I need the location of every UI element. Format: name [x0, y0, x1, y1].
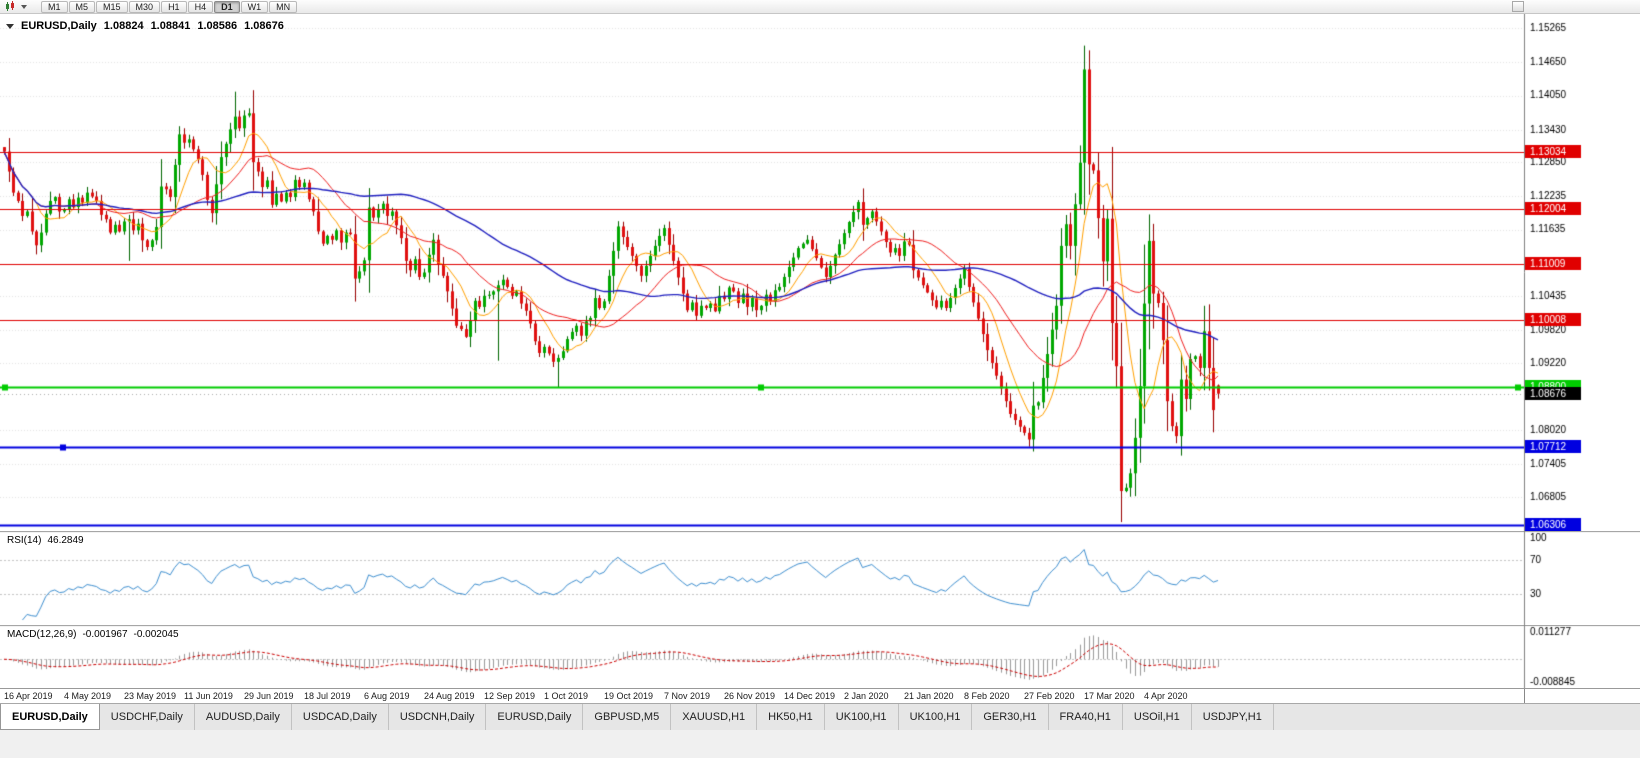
date-label: 7 Nov 2019 — [664, 691, 711, 701]
date-label: 27 Feb 2020 — [1024, 691, 1075, 701]
chart-title: EURUSD,Daily 1.08824 1.08841 1.08586 1.0… — [6, 20, 284, 32]
chart-tab-eurusd-daily[interactable]: EURUSD,Daily — [0, 704, 100, 730]
timeframe-button-m15[interactable]: M15 — [96, 0, 128, 13]
date-label: 16 Apr 2019 — [4, 691, 53, 701]
date-label: 12 Sep 2019 — [484, 691, 536, 701]
macd-label: MACD(12,26,9) -0.001967 -0.002045 — [7, 629, 179, 640]
chart-tab-uk100-h1[interactable]: UK100,H1 — [825, 704, 899, 730]
date-label: 8 Feb 2020 — [964, 691, 1010, 701]
chart-tab-ger30-h1[interactable]: GER30,H1 — [972, 704, 1049, 730]
date-label: 19 Oct 2019 — [604, 691, 654, 701]
macd-value: -0.001967 — [82, 629, 128, 640]
rsi-label: RSI(14) 46.2849 — [7, 535, 84, 546]
toolbar: M1 M5 M15 M30 H1 H4 D1 W1 MN — [0, 0, 1640, 14]
macd-canvas[interactable] — [0, 625, 1640, 688]
macd-name: MACD(12,26,9) — [7, 629, 77, 640]
rsi-panel: RSI(14) 46.2849 — [0, 531, 1640, 625]
timeframe-button-h1[interactable]: H1 — [161, 0, 187, 13]
date-label: 24 Aug 2019 — [424, 691, 475, 701]
date-label: 18 Jul 2019 — [304, 691, 351, 701]
ohlc-low: 1.08586 — [197, 20, 238, 32]
toolbar-end-button[interactable] — [1512, 1, 1524, 12]
candlestick-chart-icon[interactable] — [3, 1, 19, 13]
dropdown-arrow-icon[interactable] — [21, 4, 27, 9]
chart-tab-usdchf-daily[interactable]: USDCHF,Daily — [100, 704, 195, 730]
rsi-name: RSI(14) — [7, 535, 42, 546]
date-label: 4 May 2019 — [64, 691, 112, 701]
date-label: 17 Mar 2020 — [1084, 691, 1135, 701]
scale-separator — [1524, 689, 1525, 704]
collapse-icon[interactable] — [6, 23, 14, 29]
chart-tab-gbpusd-m5[interactable]: GBPUSD,M5 — [583, 704, 672, 730]
chart-tab-fra40-h1[interactable]: FRA40,H1 — [1049, 704, 1123, 730]
chart-tab-eurusd-daily[interactable]: EURUSD,Daily — [486, 704, 584, 730]
timeframe-button-h4[interactable]: H4 — [187, 0, 214, 13]
chart-tab-usdjpy-h1[interactable]: USDJPY,H1 — [1192, 704, 1274, 730]
timeframe-button-d1[interactable]: D1 — [214, 0, 240, 13]
rsi-value: 46.2849 — [47, 535, 84, 546]
ohlc-open: 1.08824 — [103, 20, 144, 32]
ohlc-high: 1.08841 — [150, 20, 191, 32]
timeframe-button-w1[interactable]: W1 — [240, 0, 269, 13]
tab-bar: EURUSD,Daily USDCHF,Daily AUDUSD,Daily USDC… — [0, 703, 1640, 730]
chart-tab-usdcad-daily[interactable]: USDCAD,Daily — [292, 704, 389, 730]
date-label: 26 Nov 2019 — [724, 691, 776, 701]
chart-tab-uk100-h1[interactable]: UK100,H1 — [899, 704, 973, 730]
chart-tab-usoil-h1[interactable]: USOil,H1 — [1123, 704, 1192, 730]
chart-tab-audusd-daily[interactable]: AUDUSD,Daily — [195, 704, 292, 730]
date-label: 29 Jun 2019 — [244, 691, 294, 701]
date-label: 23 May 2019 — [124, 691, 177, 701]
date-label: 1 Oct 2019 — [544, 691, 589, 701]
chart-tab-xauusd-h1[interactable]: XAUUSD,H1 — [671, 704, 758, 730]
timeframe-button-m5[interactable]: M5 — [68, 0, 96, 13]
date-label: 11 Jun 2019 — [184, 691, 233, 701]
timeframe-group: M1 M5 M15 M30 H1 H4 D1 W1 MN — [41, 0, 298, 13]
date-axis: 16 Apr 2019 4 May 2019 23 May 2019 11 Jun 2… — [0, 688, 1640, 704]
window-background — [0, 730, 1640, 758]
main-chart-panel: EURUSD,Daily 1.08824 1.08841 1.08586 1.0… — [0, 14, 1640, 531]
timeframe-button-m1[interactable]: M1 — [41, 0, 68, 13]
date-label: 6 Aug 2019 — [364, 691, 410, 701]
date-label: 14 Dec 2019 — [784, 691, 836, 701]
macd-panel: MACD(12,26,9) -0.001967 -0.002045 — [0, 625, 1640, 688]
ohlc-close: 1.08676 — [244, 20, 284, 32]
date-label: 21 Jan 2020 — [904, 691, 954, 701]
price-chart-canvas[interactable] — [0, 14, 1640, 531]
macd-signal-value: -0.002045 — [133, 629, 179, 640]
timeframe-button-mn[interactable]: MN — [269, 0, 298, 13]
chart-tab-hk50-h1[interactable]: HK50,H1 — [757, 704, 825, 730]
chart-tab-usdcnh-daily[interactable]: USDCNH,Daily — [389, 704, 487, 730]
rsi-canvas[interactable] — [0, 531, 1640, 625]
timeframe-button-m30[interactable]: M30 — [128, 0, 161, 13]
date-label: 2 Jan 2020 — [844, 691, 889, 701]
chart-symbol-label: EURUSD,Daily — [21, 20, 97, 32]
date-label: 4 Apr 2020 — [1144, 691, 1188, 701]
